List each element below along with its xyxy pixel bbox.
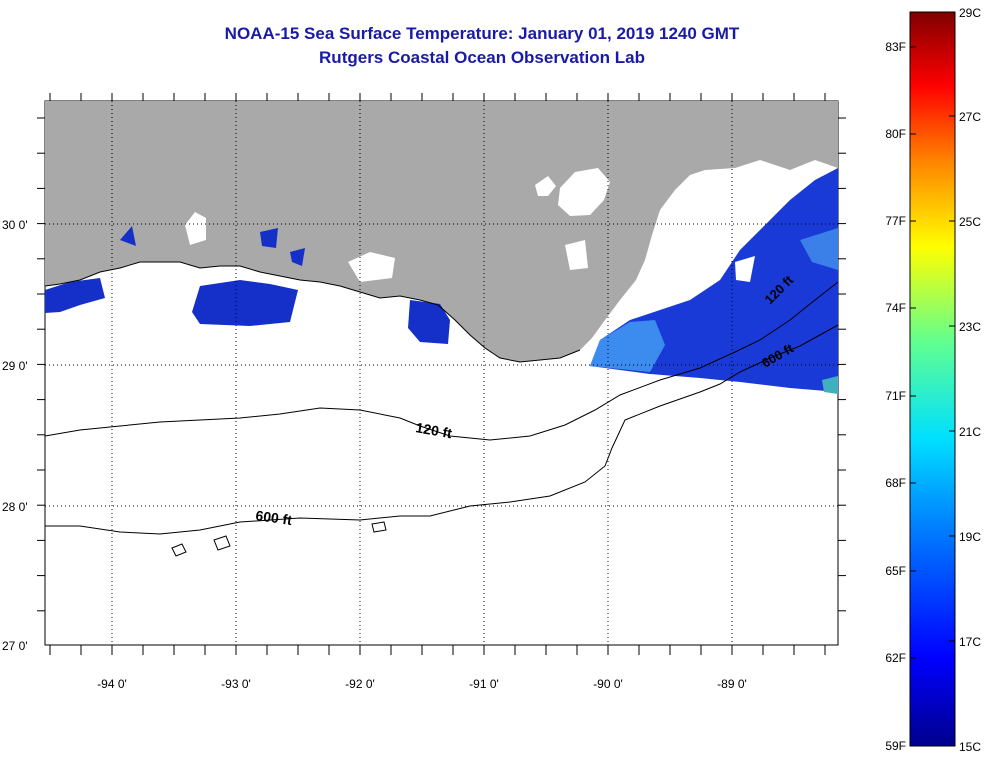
lon-label: -92 0'	[345, 677, 375, 691]
colorbar-c-label: 29C	[959, 6, 981, 20]
colorbar-f-label: 59F	[885, 739, 906, 753]
inland-water	[348, 252, 395, 282]
colorbar-ticks	[910, 46, 955, 659]
colorbar-f-label: 62F	[885, 651, 906, 665]
contour-islet	[371, 521, 387, 533]
colorbar-c-label: 23C	[959, 320, 981, 334]
sst-patch-central	[192, 280, 298, 326]
contour-600ft	[45, 324, 838, 535]
colorbar-f-label: 74F	[885, 301, 906, 315]
coastline	[45, 261, 581, 363]
sst-patch-warm	[590, 320, 665, 372]
inland-water	[535, 176, 556, 196]
colorbar-c-label: 17C	[959, 635, 981, 649]
inland-water	[670, 190, 720, 245]
colorbar-c-label: 21C	[959, 425, 981, 439]
lat-label: 30 0'	[2, 218, 28, 232]
inland-water	[185, 212, 206, 245]
inland-water	[565, 240, 588, 270]
colorbar-f-label: 65F	[885, 564, 906, 578]
lon-label: -94 0'	[97, 677, 127, 691]
colorbar-c-label: 15C	[959, 740, 981, 754]
colorbar-f-label: 71F	[885, 389, 906, 403]
map-grid	[45, 101, 838, 646]
colorbar-c-label: 25C	[959, 215, 981, 229]
colorbar	[909, 11, 956, 747]
lon-label: -89 0'	[717, 677, 747, 691]
contour-label: 600 ft	[255, 507, 294, 528]
sst-patch-west	[45, 278, 105, 313]
lat-label: 28 0'	[2, 500, 28, 514]
contour-label: 120 ft	[414, 419, 453, 441]
colorbar-c-label: 19C	[959, 530, 981, 544]
sst-patch-atchafalaya	[408, 300, 450, 344]
lake-pontchartrain	[558, 168, 610, 216]
contour-islet	[171, 543, 187, 557]
map-title: NOAA-15 Sea Surface Temperature: January…	[224, 24, 740, 43]
contour-islet	[213, 535, 231, 551]
sst-patch-inland	[290, 248, 305, 266]
colorbar-f-label: 83F	[885, 40, 906, 54]
sst-patch-warm	[822, 376, 838, 394]
colorbar-f-label: 77F	[885, 214, 906, 228]
sst-patch-warm	[800, 228, 838, 270]
sst-patch-inland	[120, 226, 136, 246]
map-subtitle: Rutgers Coastal Ocean Observation Lab	[319, 48, 645, 67]
inland-water	[735, 256, 755, 282]
lat-label: 29 0'	[2, 359, 28, 373]
lat-label: 27 0'	[2, 639, 28, 653]
inland-water	[690, 244, 720, 272]
lon-label: -91 0'	[469, 677, 499, 691]
colorbar-f-label: 68F	[885, 476, 906, 490]
colorbar-c-label: 27C	[959, 110, 981, 124]
contour-120ft	[45, 281, 838, 441]
land-mass	[45, 101, 838, 362]
lon-label: -93 0'	[221, 677, 251, 691]
lon-label: -90 0'	[593, 677, 623, 691]
axis-ticks	[37, 93, 846, 655]
sst-patch-inland	[260, 228, 278, 248]
colorbar-f-label: 80F	[885, 127, 906, 141]
